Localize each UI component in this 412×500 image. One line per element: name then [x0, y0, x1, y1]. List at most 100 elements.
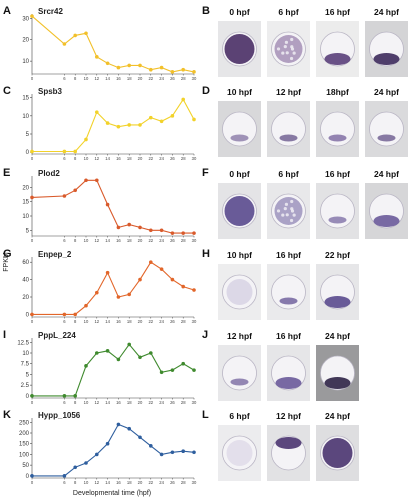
- data-point: [84, 137, 88, 142]
- x-tick-label: 10: [84, 238, 89, 243]
- series-line: [32, 423, 195, 477]
- stain-speck: [285, 213, 289, 217]
- data-point: [127, 222, 131, 227]
- x-tick-label: 26: [170, 238, 175, 243]
- x-axis-title: Developmental time (hpf): [73, 490, 151, 497]
- x-tick-label: 12: [94, 76, 99, 81]
- embryo-outline: [222, 274, 257, 310]
- stain: [377, 134, 396, 142]
- data-point: [95, 178, 99, 183]
- stain: [324, 296, 351, 308]
- data-point: [62, 42, 67, 46]
- data-point: [181, 361, 185, 366]
- x-tick-label: 30: [192, 156, 197, 161]
- embryo-outline: [222, 435, 257, 471]
- chart-title: Enpep_2: [38, 250, 72, 259]
- data-point: [62, 194, 67, 198]
- stage-label: 24 hpf: [325, 411, 350, 421]
- x-tick-label: 22: [148, 76, 153, 81]
- data-point: [149, 228, 153, 233]
- y-tick-label: 10: [22, 214, 29, 220]
- chart-panel-i: I PppL_224 0 2.5 5 7.5 10 12.5 0 6 8 10 12 14 16 18 20 22…: [3, 329, 197, 405]
- panel-letter: J: [202, 329, 208, 341]
- series-line: [32, 98, 195, 153]
- panel-letter: B: [202, 5, 210, 17]
- y-tick-label: 10: [22, 59, 29, 65]
- chart-title: Hypp_1056: [38, 411, 81, 420]
- data-point: [30, 149, 34, 154]
- x-tick-label: 28: [181, 238, 186, 243]
- x-tick-label: 24: [159, 156, 164, 161]
- x-tick-label: 14: [105, 319, 110, 324]
- x-tick-label: 22: [148, 156, 153, 161]
- panel-letter: D: [202, 85, 210, 97]
- data-point: [192, 450, 196, 455]
- x-tick-label: 10: [84, 480, 89, 485]
- embryo-image: [267, 183, 310, 239]
- stage-label: 24 hpf: [325, 331, 350, 341]
- x-tick-label: 22: [148, 319, 153, 324]
- data-point: [159, 452, 164, 457]
- panel-letter: H: [202, 248, 210, 260]
- embryo-image: [316, 21, 359, 77]
- x-tick-label: 12: [94, 400, 99, 405]
- x-tick-label: 26: [170, 319, 175, 324]
- x-tick-label: 8: [74, 319, 77, 324]
- panel-letter: F: [202, 167, 209, 179]
- embryo-image: [218, 183, 261, 239]
- x-tick-label: 6: [63, 319, 66, 324]
- stain-speck: [284, 202, 289, 206]
- stain-speck: [292, 213, 296, 217]
- x-tick-label: 18: [127, 480, 132, 485]
- x-tick-label: 28: [181, 319, 186, 324]
- stain: [224, 196, 255, 226]
- x-tick-label: 16: [116, 480, 121, 485]
- y-tick-label: 7.5: [21, 362, 30, 368]
- stage-label: 0 hpf: [229, 169, 249, 179]
- data-point: [116, 124, 121, 129]
- data-point: [30, 14, 34, 18]
- stain: [230, 134, 249, 142]
- chart-panel-e: E Plod2 5 10 15 20 0 6 8 10 12 14 16 18 20 22 24 26 28 30: [3, 167, 197, 243]
- y-tick-label: 0: [26, 312, 30, 318]
- data-point: [84, 178, 88, 183]
- data-point: [149, 260, 153, 265]
- data-point: [84, 303, 88, 308]
- x-tick-label: 14: [105, 400, 110, 405]
- y-tick-label: 10: [22, 114, 29, 120]
- x-tick-label: 30: [192, 238, 197, 243]
- x-tick-label: 22: [148, 480, 153, 485]
- data-point: [149, 351, 153, 355]
- image-row-d: D 10 hpf 12 hpf 18hpf 24 hpf: [202, 85, 408, 157]
- stage-label: 6 hpf: [278, 169, 298, 179]
- data-point: [73, 188, 77, 193]
- data-point: [95, 55, 99, 59]
- x-tick-label: 6: [63, 238, 66, 243]
- x-tick-label: 18: [127, 238, 132, 243]
- y-axis-title: FPKM: [3, 252, 10, 272]
- x-tick-label: 24: [159, 319, 164, 324]
- y-tick-label: 10: [22, 351, 29, 357]
- embryo-image: [316, 345, 359, 401]
- stage-label: 12 hpf: [227, 331, 252, 341]
- stain-speck: [290, 207, 294, 211]
- x-tick-label: 30: [192, 480, 197, 485]
- stage-label: 16 hpf: [276, 250, 301, 260]
- x-tick-label: 16: [116, 238, 121, 243]
- data-point: [30, 394, 34, 398]
- x-tick-label: 30: [192, 319, 197, 324]
- data-point: [149, 115, 153, 120]
- data-point: [192, 70, 196, 74]
- panel-letter: I: [3, 329, 6, 341]
- data-point: [170, 450, 175, 455]
- x-tick-label: 12: [94, 156, 99, 161]
- stain-speck: [283, 45, 287, 49]
- x-tick-label: 0: [31, 238, 34, 243]
- embryo-image: [365, 21, 408, 77]
- data-point: [105, 270, 110, 275]
- data-point: [138, 225, 142, 230]
- x-tick-label: 10: [84, 400, 89, 405]
- embryo-image: [316, 425, 359, 481]
- chart-panel-a: A Srcr42 10 20 30 0 6 8 10 12 14 16 18 20 22 24 26 28 30: [3, 5, 197, 81]
